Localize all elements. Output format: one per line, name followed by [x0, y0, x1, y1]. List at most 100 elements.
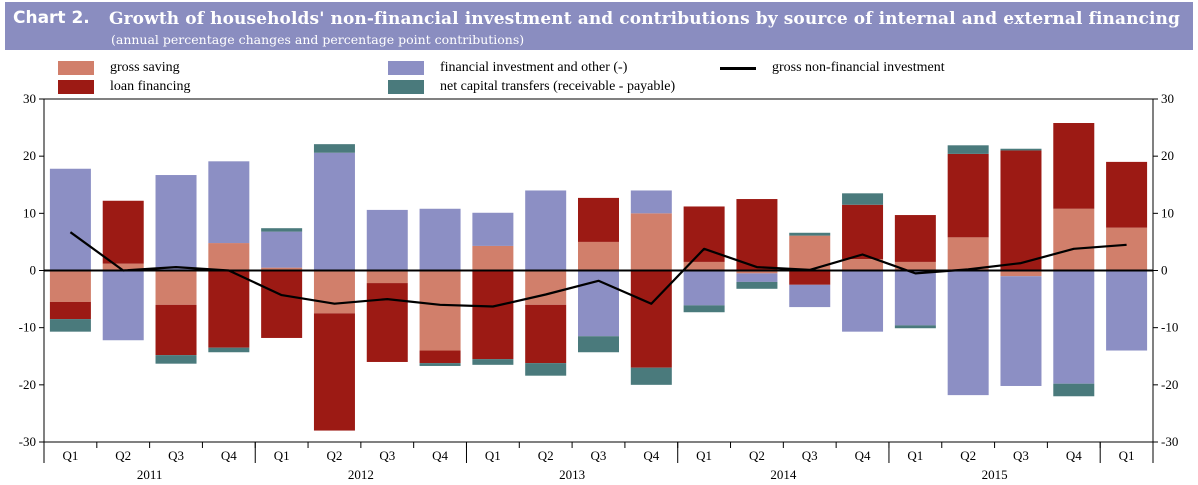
x-tick-label-quarter: Q1 — [1119, 448, 1135, 463]
bar-capital-transfers — [1000, 148, 1042, 151]
legend-swatch-gross-saving — [58, 61, 94, 75]
chart-title: Growth of households' non-financial inve… — [109, 9, 1180, 29]
bar-financial-investment — [155, 175, 197, 271]
x-tick-label-quarter: Q2 — [115, 448, 131, 463]
chart-number: Chart 2. — [13, 8, 90, 28]
x-tick-label-quarter: Q1 — [62, 448, 78, 463]
bar-loan-financing — [313, 313, 355, 431]
x-year-label: 2012 — [348, 467, 374, 482]
legend-capital-transfers: net capital transfers (receivable - paya… — [388, 79, 675, 95]
bar-gross-saving — [261, 267, 303, 271]
bar-financial-investment — [261, 231, 303, 268]
x-tick-label-quarter: Q4 — [1066, 448, 1082, 463]
legend-label-financial-investment: financial investment and other (-) — [440, 60, 628, 75]
bar-financial-investment — [313, 152, 355, 271]
y-tick-label-right: 10 — [1161, 205, 1174, 220]
bar-capital-transfers — [261, 228, 303, 232]
x-tick-label-quarter: Q4 — [643, 448, 659, 463]
bar-loan-financing — [842, 204, 884, 260]
y-tick-label-right: 30 — [1161, 91, 1174, 106]
bar-financial-investment — [736, 273, 778, 282]
x-year-label: 2014 — [770, 467, 797, 482]
bar-loan-financing — [789, 270, 831, 285]
legend-loan-financing: loan financing — [58, 79, 190, 95]
bar-capital-transfers — [525, 363, 567, 376]
legend-swatch-capital-transfers — [388, 80, 424, 94]
bar-financial-investment — [49, 168, 91, 271]
bar-loan-financing — [472, 270, 514, 360]
bar-capital-transfers — [578, 336, 619, 353]
x-tick-label-quarter: Q3 — [379, 448, 395, 463]
x-tick-label-quarter: Q4 — [221, 448, 237, 463]
y-tick-label-left: 10 — [23, 205, 36, 220]
legend-label-capital-transfers: net capital transfers (receivable - paya… — [440, 79, 676, 94]
bar-gross-saving — [49, 270, 91, 302]
bar-financial-investment — [366, 209, 408, 271]
bar-gross-saving — [155, 270, 197, 305]
bar-gross-saving — [842, 259, 884, 271]
legend-financial-investment: financial investment and other (-) — [388, 60, 627, 76]
legend-swatch-line — [720, 66, 756, 70]
bar-loan-financing — [525, 304, 567, 364]
bar-loan-financing — [736, 199, 778, 271]
bar-loan-financing — [894, 215, 936, 262]
bar-gross-saving — [1053, 208, 1095, 271]
bar-financial-investment — [419, 208, 461, 271]
bar-loan-financing — [208, 270, 250, 348]
bar-capital-transfers — [683, 305, 725, 313]
x-tick-label-quarter: Q4 — [855, 448, 871, 463]
bar-financial-investment — [1106, 270, 1148, 351]
legend-label-loan-financing: loan financing — [110, 79, 191, 94]
bar-loan-financing — [947, 153, 989, 238]
bar-financial-investment — [947, 270, 989, 396]
x-tick-label-quarter: Q3 — [168, 448, 184, 463]
y-tick-label-left: 20 — [23, 148, 36, 163]
x-year-label: 2013 — [559, 467, 585, 482]
x-tick-label-quarter: Q1 — [696, 448, 712, 463]
legend-gross-saving: gross saving — [58, 60, 180, 76]
bar-financial-investment — [630, 190, 672, 214]
bar-financial-investment — [1053, 270, 1095, 384]
bar-financial-investment — [842, 270, 884, 332]
bar-capital-transfers — [947, 145, 989, 154]
bar-financial-investment — [102, 270, 144, 341]
bar-capital-transfers — [313, 144, 355, 153]
bar-gross-saving — [472, 245, 514, 271]
x-tick-label-quarter: Q2 — [327, 448, 343, 463]
bar-gross-saving — [578, 241, 619, 271]
bar-financial-investment — [683, 270, 725, 306]
y-tick-label-right: -20 — [1161, 377, 1178, 392]
bar-gross-saving — [102, 263, 144, 271]
x-tick-label-quarter: Q3 — [1013, 448, 1029, 463]
bar-financial-investment — [789, 284, 831, 308]
bar-gross-saving — [1106, 227, 1148, 271]
legend-swatch-loan-financing — [58, 80, 94, 94]
bar-loan-financing — [419, 350, 461, 364]
legend-label-line: gross non-financial investment — [772, 60, 945, 75]
legend-label-gross-saving: gross saving — [110, 60, 180, 75]
x-year-label: 2011 — [137, 467, 163, 482]
bar-financial-investment — [208, 161, 250, 244]
y-tick-label-left: -20 — [19, 377, 36, 392]
bar-financial-investment — [472, 212, 514, 246]
bar-loan-financing — [1053, 123, 1095, 209]
legend-swatch-financial-investment — [388, 61, 424, 75]
bar-gross-saving — [208, 243, 250, 271]
bar-gross-saving — [525, 270, 567, 305]
bar-capital-transfers — [1053, 383, 1095, 397]
bar-gross-saving — [630, 213, 672, 271]
x-tick-label-quarter: Q1 — [485, 448, 501, 463]
bar-gross-saving — [1000, 270, 1042, 277]
bar-capital-transfers — [842, 193, 884, 205]
x-tick-label-quarter: Q3 — [591, 448, 607, 463]
bar-loan-financing — [1000, 150, 1042, 271]
bar-gross-saving — [736, 270, 778, 274]
bar-capital-transfers — [155, 355, 197, 364]
y-tick-label-right: 20 — [1161, 148, 1174, 163]
bar-gross-saving — [789, 235, 831, 271]
bar-loan-financing — [1106, 161, 1148, 228]
bar-loan-financing — [261, 270, 303, 338]
bar-loan-financing — [578, 197, 619, 242]
y-tick-label-left: -10 — [19, 320, 36, 335]
x-tick-label-quarter: Q1 — [274, 448, 290, 463]
